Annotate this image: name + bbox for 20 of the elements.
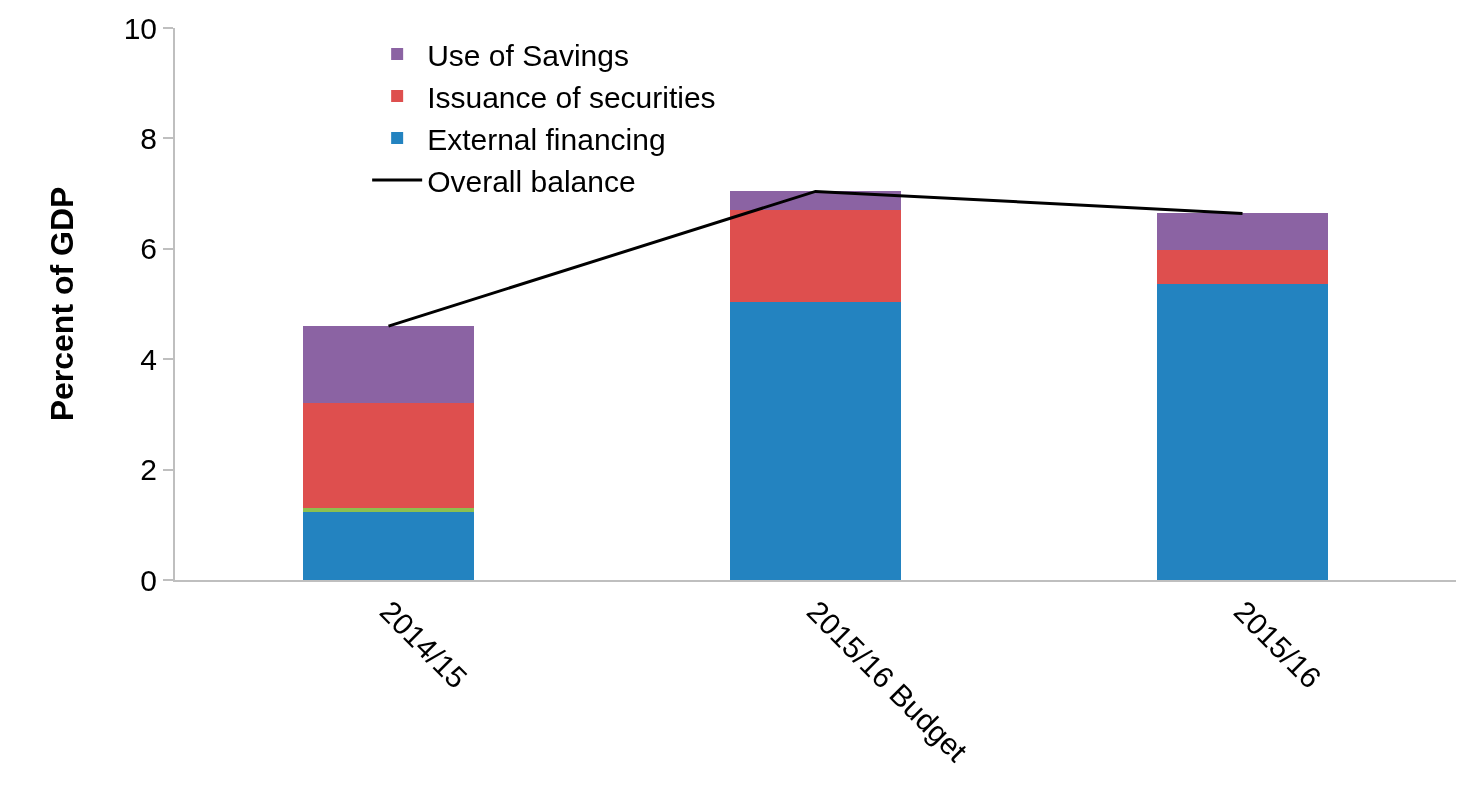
y-tick-label: 0: [140, 563, 157, 597]
y-axis-title: Percent of GDP: [44, 186, 81, 422]
bar: [303, 325, 474, 404]
bar: [1157, 284, 1328, 580]
bar: [303, 508, 474, 513]
y-tick-label: 4: [140, 342, 157, 376]
legend-label: Issuance of securities: [427, 80, 716, 114]
bar: [303, 512, 474, 580]
legend-label: Overall balance: [427, 164, 636, 198]
bar: [1157, 213, 1328, 251]
bar: [730, 301, 901, 580]
y-tick-label: 10: [123, 11, 157, 45]
y-tick-label: 6: [140, 232, 157, 266]
bar: [303, 403, 474, 509]
y-tick-label: 2: [140, 453, 157, 487]
legend-label: Use of Savings: [427, 38, 629, 72]
bar: [1157, 250, 1328, 285]
legend-label: External financing: [427, 122, 666, 156]
y-tick-label: 8: [140, 121, 157, 155]
bar: [730, 210, 901, 302]
